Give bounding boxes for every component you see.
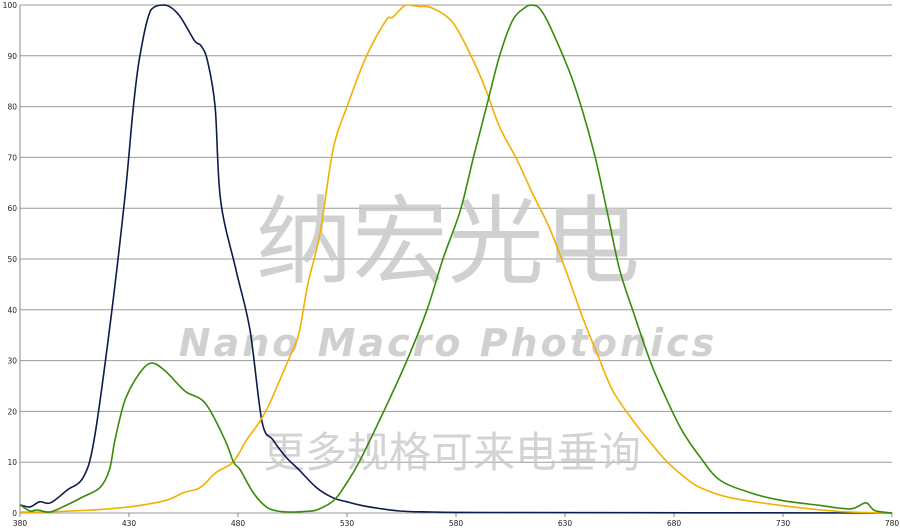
y-tick-label: 50 bbox=[7, 255, 17, 264]
y-tick-label: 40 bbox=[7, 306, 17, 315]
y-tick-label: 60 bbox=[7, 204, 17, 213]
y-tick-label: 20 bbox=[7, 407, 17, 416]
y-tick-label: 70 bbox=[7, 153, 17, 162]
tick-labels: 0 10 20 30 40 50 60 70 80 90 100 380 430 480 530 580 630… bbox=[3, 1, 900, 528]
y-tick-label: 10 bbox=[7, 458, 17, 467]
y-tick-label: 30 bbox=[7, 357, 17, 366]
x-tick-label: 380 bbox=[13, 519, 28, 528]
series-line-3 bbox=[19, 4, 893, 514]
x-tick-label: 580 bbox=[449, 519, 464, 528]
series-line-1 bbox=[19, 4, 893, 514]
y-tick-label: 100 bbox=[3, 1, 18, 10]
y-tick-label: 80 bbox=[7, 103, 17, 112]
y-tick-label: 90 bbox=[7, 52, 17, 61]
x-tick-label: 480 bbox=[231, 519, 246, 528]
watermark-contact-note: 更多规格可来电垂询 bbox=[263, 428, 641, 477]
x-tick-label: 730 bbox=[776, 519, 791, 528]
x-tick-label: 530 bbox=[340, 519, 355, 528]
series-line-2 bbox=[19, 4, 893, 514]
watermark-chinese-brand: 纳宏光电 bbox=[256, 186, 640, 298]
y-tick-label: 0 bbox=[12, 509, 17, 518]
series bbox=[19, 4, 893, 514]
x-tick-label: 780 bbox=[885, 519, 900, 528]
x-tick-label: 430 bbox=[122, 519, 137, 528]
x-tick-label: 680 bbox=[667, 519, 682, 528]
axes bbox=[19, 5, 893, 517]
watermark: 纳宏光电 Nano Macro Photonics 更多规格可来电垂询 bbox=[179, 186, 717, 477]
watermark-english-brand: Nano Macro Photonics bbox=[179, 321, 717, 365]
x-tick-label: 630 bbox=[558, 519, 573, 528]
